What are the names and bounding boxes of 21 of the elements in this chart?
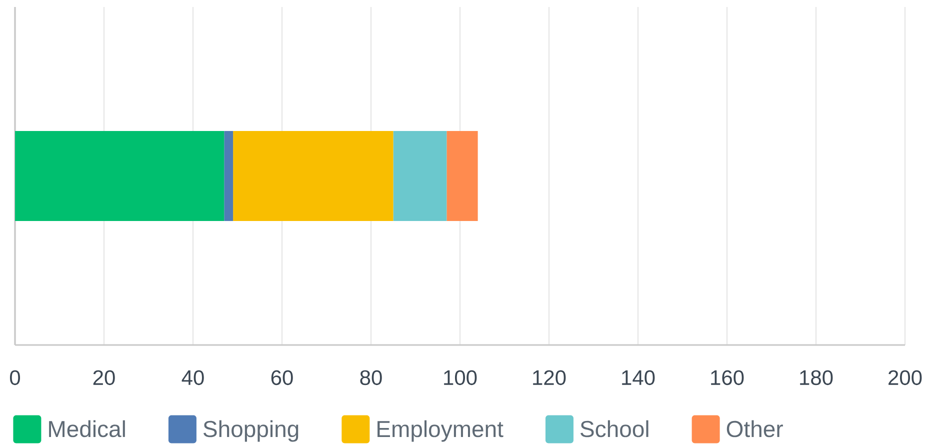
x-tick-label: 100 xyxy=(444,370,477,386)
bar xyxy=(393,131,447,221)
legend-label: Shopping xyxy=(204,420,298,442)
x-tick-label: 180 xyxy=(800,370,833,386)
x-tick-label: 120 xyxy=(533,370,566,386)
x-tick-label: 20 xyxy=(93,370,115,386)
bar xyxy=(233,131,394,221)
x-tick-label: 0 xyxy=(10,370,20,386)
x-tick-label: 160 xyxy=(711,370,744,386)
legend-label: Medical xyxy=(49,420,125,438)
x-tick-label: 140 xyxy=(622,370,655,386)
x-tick-label: 80 xyxy=(360,370,382,386)
x-tick-label: 200 xyxy=(888,370,922,386)
legend-label: Other xyxy=(726,420,783,438)
bar xyxy=(446,131,478,221)
x-tick-label: 60 xyxy=(271,370,293,386)
bar xyxy=(15,131,224,221)
x-tick-label: 40 xyxy=(182,370,204,386)
legend-label: Employment xyxy=(378,420,504,442)
bar xyxy=(224,131,234,221)
legend-label: School xyxy=(580,420,648,438)
